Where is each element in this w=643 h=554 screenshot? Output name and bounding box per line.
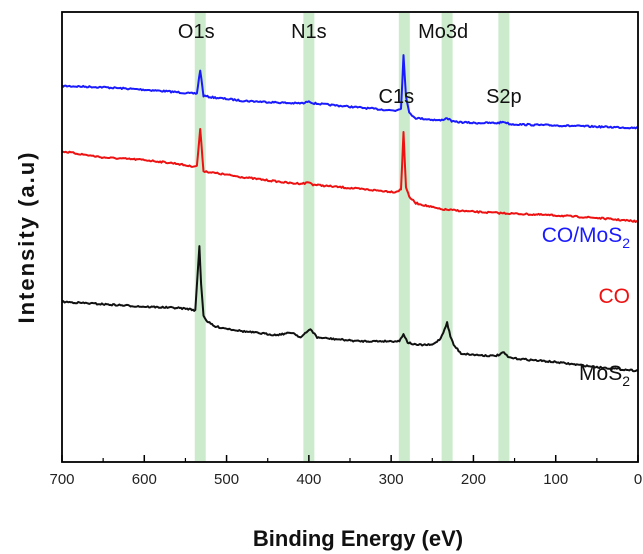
series-label: MoS2: [579, 362, 630, 389]
peak-label: N1s: [291, 21, 327, 43]
series-line: [61, 245, 639, 373]
x-axis: 700 600 500 400 300 200 100 0: [49, 455, 642, 488]
x-axis-title: Binding Energy (eV): [253, 526, 463, 551]
series-line: [61, 54, 639, 130]
peak-bands: [194, 13, 510, 461]
x-tick-label: 300: [379, 471, 404, 488]
peak-labels: O1s N1s C1s Mo3d S2p: [178, 21, 522, 108]
peak-label: Mo3d: [418, 21, 468, 43]
series-label: CO: [599, 285, 631, 308]
peak-label: O1s: [178, 21, 215, 43]
x-tick-label: 100: [543, 471, 568, 488]
peak-band: [398, 13, 410, 461]
series-label: CO/MoS2: [542, 224, 631, 251]
x-tick-label: 500: [214, 471, 239, 488]
peak-band: [498, 13, 510, 461]
x-tick-label: 200: [461, 471, 486, 488]
series-lines: [61, 54, 639, 373]
series-line: [61, 128, 639, 223]
series-labels: CO/MoS2 CO MoS2: [542, 224, 631, 389]
x-tick-label: 0: [634, 471, 642, 488]
peak-label: S2p: [486, 86, 522, 108]
y-axis-title: Intensity (a.u): [14, 150, 39, 323]
peak-band: [303, 13, 315, 461]
peak-band: [194, 13, 206, 461]
peak-label: C1s: [379, 86, 415, 108]
x-tick-label: 600: [132, 471, 157, 488]
x-tick-label: 400: [296, 471, 321, 488]
x-tick-label: 700: [49, 471, 74, 488]
peak-band: [441, 13, 453, 461]
